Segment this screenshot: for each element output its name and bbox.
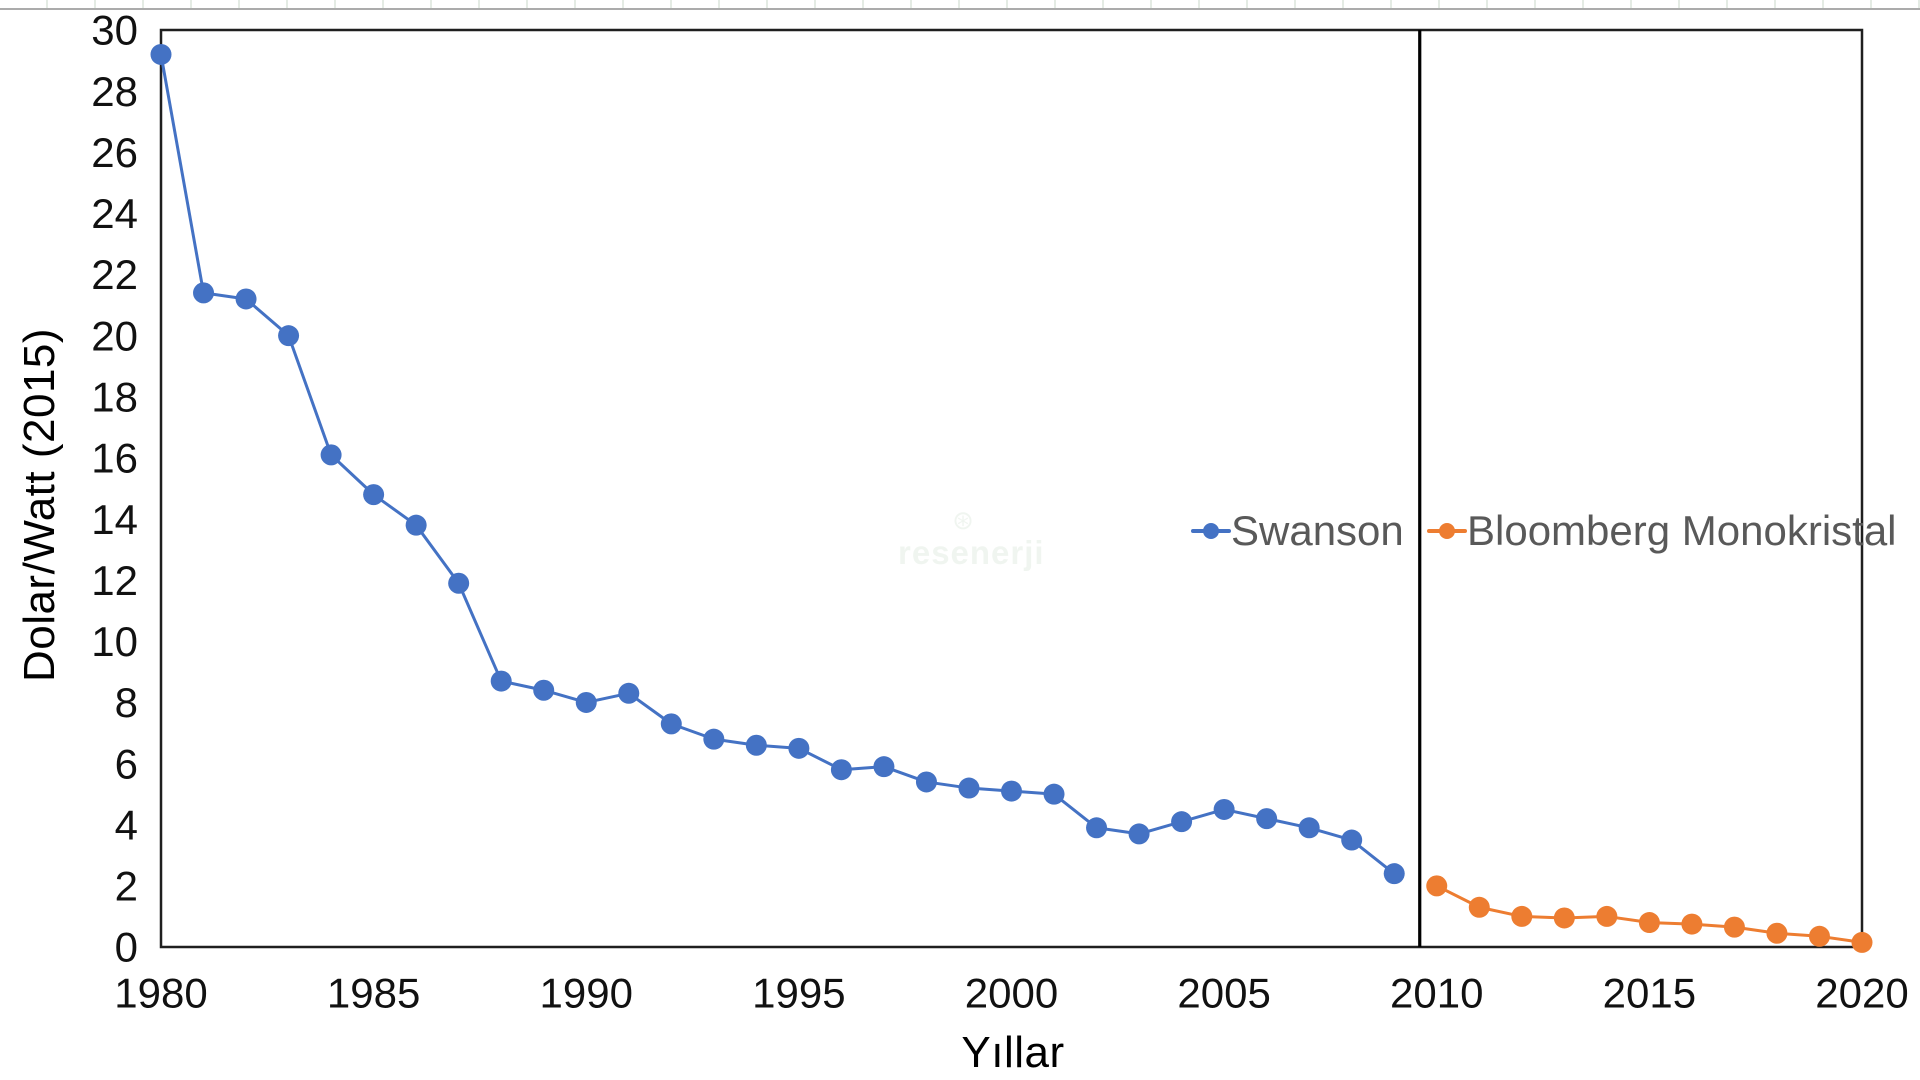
y-tick-label: 28 — [91, 68, 138, 115]
data-point — [405, 514, 427, 536]
data-point — [1001, 780, 1022, 802]
data-point — [873, 756, 895, 778]
x-tick-label: 1980 — [114, 970, 207, 1017]
data-point — [618, 682, 640, 704]
data-point — [1553, 907, 1575, 929]
x-tick-label: 2000 — [965, 970, 1058, 1017]
data-point — [1638, 912, 1660, 934]
data-point — [1171, 811, 1193, 833]
x-tick-label: 2005 — [1177, 970, 1270, 1017]
data-point — [320, 444, 342, 466]
data-point — [1723, 916, 1745, 938]
swanson-series-marker-icon — [1191, 506, 1231, 556]
y-tick-label: 16 — [91, 435, 138, 482]
series-line — [159, 54, 1396, 875]
data-point — [1086, 817, 1108, 839]
legend-item-swanson: Swanson — [1191, 506, 1404, 556]
x-tick-label: 1990 — [540, 970, 633, 1017]
data-point — [1298, 817, 1320, 839]
data-point — [1128, 823, 1150, 845]
data-point — [150, 43, 172, 65]
x-tick-label: 1985 — [327, 970, 420, 1017]
data-point — [788, 737, 810, 759]
spreadsheet-gridline-sliver — [0, 0, 1920, 10]
data-point — [1383, 863, 1405, 885]
data-point — [490, 670, 512, 692]
data-point — [1851, 931, 1873, 953]
data-point — [958, 777, 980, 799]
x-tick-label: 1995 — [752, 970, 845, 1017]
data-point — [575, 691, 597, 713]
y-tick-label: 4 — [115, 801, 138, 848]
data-point — [830, 759, 852, 781]
data-point — [1256, 808, 1278, 830]
y-tick-label: 26 — [91, 129, 138, 176]
y-tick-label: 30 — [91, 7, 138, 54]
bloomberg-series-marker-icon — [1427, 506, 1467, 556]
data-point — [1426, 875, 1448, 897]
y-tick-label: 20 — [91, 312, 138, 359]
data-point — [1596, 905, 1618, 927]
x-axis-tick-labels: 1980 1985 1990 1995 2000 2005 2010 2015 2020 — [114, 970, 1908, 1017]
plot-border — [159, 28, 1864, 949]
data-point — [915, 771, 937, 793]
data-point — [1681, 913, 1703, 935]
x-tick-label: 2015 — [1603, 970, 1696, 1017]
x-tick-label: 2020 — [1815, 970, 1908, 1017]
y-tick-label: 8 — [115, 679, 138, 726]
y-tick-label: 6 — [115, 740, 138, 787]
data-point — [745, 734, 767, 756]
data-point — [1511, 905, 1533, 927]
series-swanson — [150, 43, 1405, 885]
legend-label-swanson: Swanson — [1231, 507, 1404, 554]
data-point — [1468, 896, 1490, 918]
data-point — [278, 325, 300, 347]
data-point — [1766, 922, 1788, 944]
y-tick-label: 2 — [115, 863, 138, 910]
data-point — [1043, 783, 1065, 805]
data-point — [703, 728, 725, 750]
data-point — [193, 282, 215, 304]
y-tick-label: 0 — [115, 924, 138, 971]
legend-item-bloomberg: Bloomberg Monokristal — [1427, 506, 1897, 556]
data-point — [363, 484, 385, 506]
y-tick-label: 24 — [91, 190, 138, 237]
series-bloomberg-monokristal — [1426, 875, 1873, 953]
data-point — [1341, 829, 1363, 851]
data-point — [235, 288, 257, 310]
y-tick-label: 10 — [91, 618, 138, 665]
y-tick-label: 14 — [91, 496, 138, 543]
data-point — [660, 713, 682, 735]
data-point — [533, 679, 555, 701]
y-axis-title: Dolar/Watt (2015) — [15, 327, 64, 683]
y-tick-label: 18 — [91, 374, 138, 421]
y-tick-label: 12 — [91, 557, 138, 604]
legend-label-bloomberg: Bloomberg Monokristal — [1467, 507, 1897, 554]
x-tick-label: 2010 — [1390, 970, 1483, 1017]
data-point — [448, 572, 470, 594]
data-point — [1213, 798, 1235, 820]
y-tick-label: 22 — [91, 251, 138, 298]
x-axis-title: Yıllar — [961, 1028, 1065, 1077]
data-point — [1808, 925, 1830, 947]
